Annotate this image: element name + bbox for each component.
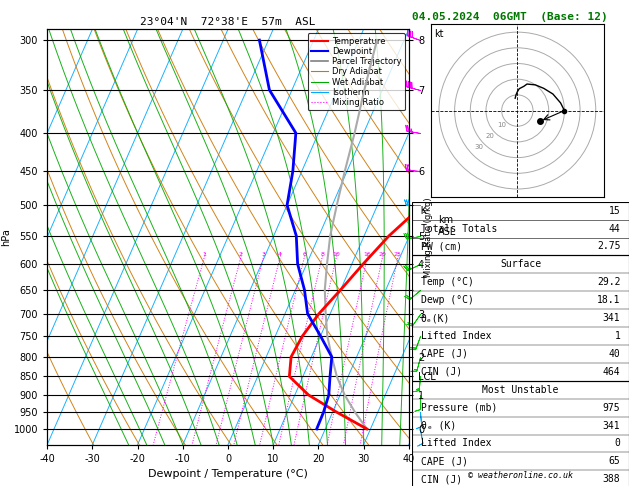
Text: 18.1: 18.1 xyxy=(597,295,620,305)
Text: Pressure (mb): Pressure (mb) xyxy=(421,403,497,413)
Text: K: K xyxy=(421,206,426,216)
Text: CIN (J): CIN (J) xyxy=(421,474,462,485)
Bar xyxy=(412,202,629,256)
Bar xyxy=(412,256,629,381)
Text: Temp (°C): Temp (°C) xyxy=(421,278,474,287)
Text: 8: 8 xyxy=(320,252,324,258)
Text: Most Unstable: Most Unstable xyxy=(482,385,559,395)
Text: 44: 44 xyxy=(609,224,620,234)
Text: 20: 20 xyxy=(486,133,495,139)
Text: CAPE (J): CAPE (J) xyxy=(421,349,468,359)
Text: 6: 6 xyxy=(303,252,306,258)
Y-axis label: km
ASL: km ASL xyxy=(438,215,457,237)
Text: 4: 4 xyxy=(278,252,282,258)
Y-axis label: hPa: hPa xyxy=(1,228,11,246)
Bar xyxy=(412,381,629,486)
Legend: Temperature, Dewpoint, Parcel Trajectory, Dry Adiabat, Wet Adiabat, Isotherm, Mi: Temperature, Dewpoint, Parcel Trajectory… xyxy=(308,34,404,110)
Text: Lifted Index: Lifted Index xyxy=(421,438,491,449)
Text: CAPE (J): CAPE (J) xyxy=(421,456,468,467)
Text: 04.05.2024  06GMT  (Base: 12): 04.05.2024 06GMT (Base: 12) xyxy=(412,12,608,22)
Text: Surface: Surface xyxy=(500,260,541,269)
Text: 975: 975 xyxy=(603,403,620,413)
Title: 23°04'N  72°38'E  57m  ASL: 23°04'N 72°38'E 57m ASL xyxy=(140,17,316,27)
Text: Lifted Index: Lifted Index xyxy=(421,331,491,341)
Text: PW (cm): PW (cm) xyxy=(421,242,462,251)
Text: 0: 0 xyxy=(615,438,620,449)
Text: Totals Totals: Totals Totals xyxy=(421,224,497,234)
Text: 29.2: 29.2 xyxy=(597,278,620,287)
Text: Mixing Ratio (g/kg): Mixing Ratio (g/kg) xyxy=(424,197,433,277)
Text: CIN (J): CIN (J) xyxy=(421,367,462,377)
Text: 464: 464 xyxy=(603,367,620,377)
X-axis label: Dewpoint / Temperature (°C): Dewpoint / Temperature (°C) xyxy=(148,469,308,479)
Text: θₑ(K): θₑ(K) xyxy=(421,313,450,323)
Text: 2: 2 xyxy=(239,252,243,258)
Text: © weatheronline.co.uk: © weatheronline.co.uk xyxy=(468,471,573,480)
Text: 65: 65 xyxy=(609,456,620,467)
Text: 15: 15 xyxy=(609,206,620,216)
Text: 16: 16 xyxy=(364,252,371,258)
Text: 3: 3 xyxy=(262,252,265,258)
Text: 10: 10 xyxy=(333,252,340,258)
Text: 30: 30 xyxy=(474,144,484,151)
Text: 10: 10 xyxy=(497,122,506,128)
Text: Dewp (°C): Dewp (°C) xyxy=(421,295,474,305)
Text: 2.75: 2.75 xyxy=(597,242,620,251)
Text: kt: kt xyxy=(435,30,444,39)
Text: 20: 20 xyxy=(379,252,386,258)
Text: 341: 341 xyxy=(603,420,620,431)
Text: 388: 388 xyxy=(603,474,620,485)
Text: 1: 1 xyxy=(615,331,620,341)
Text: 1: 1 xyxy=(203,252,206,258)
Text: 40: 40 xyxy=(609,349,620,359)
Text: 341: 341 xyxy=(603,313,620,323)
Text: 25: 25 xyxy=(394,252,402,258)
Text: θₑ (K): θₑ (K) xyxy=(421,420,456,431)
